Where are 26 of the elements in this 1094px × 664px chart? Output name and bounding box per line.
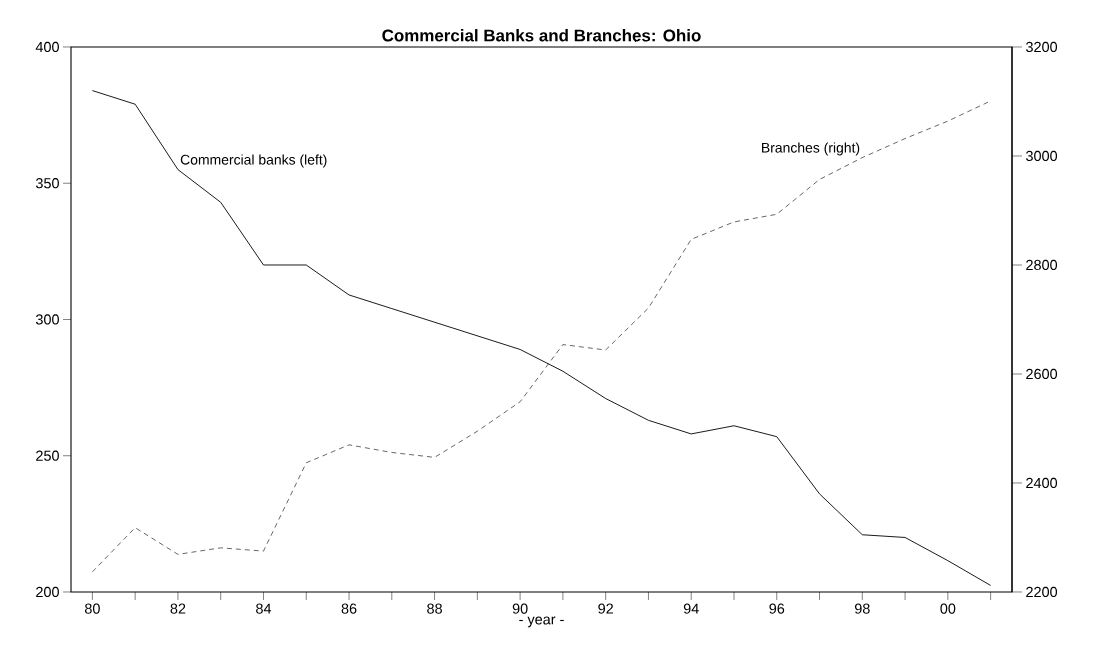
x-tick-label: 92 (598, 603, 613, 614)
x-tick-label: 90 (512, 603, 528, 614)
x-tick-label: 96 (769, 603, 785, 614)
x-tick-label: 82 (170, 603, 186, 614)
y2-tick-label: 2600 (1026, 368, 1058, 380)
y-tick-label: 250 (36, 450, 59, 461)
series-label: Commercial banks (left) (180, 154, 327, 168)
x-tick-label: 88 (427, 603, 442, 614)
x-tick-label: 86 (341, 603, 357, 614)
y2-tick-label: 2800 (1026, 259, 1058, 271)
y-tick-label: 200 (36, 586, 59, 598)
y2-tick-label: 3200 (1026, 41, 1058, 53)
y-tick-label: 300 (35, 314, 59, 325)
x-tick-label: 00 (940, 603, 956, 614)
x-axis-title: - year - (519, 616, 564, 628)
y-tick-label: 400 (35, 41, 59, 53)
y2-tick-label: 2400 (1026, 477, 1058, 489)
x-tick-label: 98 (854, 603, 870, 614)
y-tick-label: 350 (35, 178, 59, 189)
series-label: Branches (right) (762, 142, 860, 156)
y2-tick-label: 2200 (1026, 586, 1058, 598)
y2-tick-label: 3000 (1026, 150, 1058, 162)
x-tick-label: 80 (84, 603, 100, 614)
chart-title: Commercial Banks and Branches: Ohio (382, 29, 701, 42)
x-tick-label: 94 (683, 603, 699, 614)
x-tick-label: 84 (256, 603, 272, 614)
